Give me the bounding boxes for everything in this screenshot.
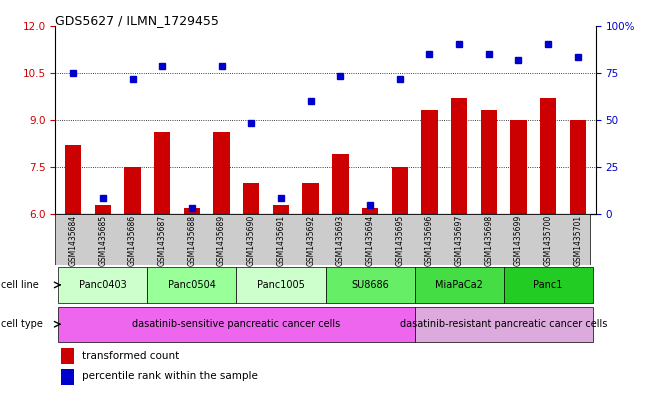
Bar bbox=[243, 183, 260, 214]
Text: GSM1435687: GSM1435687 bbox=[158, 215, 167, 266]
Bar bbox=[214, 132, 230, 214]
Bar bbox=[421, 110, 437, 214]
Text: Panc0403: Panc0403 bbox=[79, 280, 127, 290]
Bar bbox=[540, 98, 557, 214]
Bar bbox=[236, 267, 326, 303]
Text: GSM1435700: GSM1435700 bbox=[544, 215, 553, 266]
Text: GSM1435696: GSM1435696 bbox=[425, 215, 434, 266]
Bar bbox=[451, 98, 467, 214]
Bar bbox=[61, 369, 74, 384]
Text: GSM1435699: GSM1435699 bbox=[514, 215, 523, 266]
Bar bbox=[61, 348, 74, 364]
Text: GSM1435697: GSM1435697 bbox=[454, 215, 464, 266]
Text: GSM1435695: GSM1435695 bbox=[395, 215, 404, 266]
Text: Panc1005: Panc1005 bbox=[257, 280, 305, 290]
Bar bbox=[303, 183, 319, 214]
Bar bbox=[504, 267, 592, 303]
Text: dasatinib-resistant pancreatic cancer cells: dasatinib-resistant pancreatic cancer ce… bbox=[400, 319, 607, 329]
Text: SU8686: SU8686 bbox=[351, 280, 389, 290]
Text: GSM1435692: GSM1435692 bbox=[306, 215, 315, 266]
Text: Panc0504: Panc0504 bbox=[168, 280, 216, 290]
Bar bbox=[273, 205, 289, 214]
Text: GSM1435701: GSM1435701 bbox=[574, 215, 583, 266]
Text: GSM1435690: GSM1435690 bbox=[247, 215, 256, 266]
Text: GSM1435694: GSM1435694 bbox=[365, 215, 374, 266]
Text: MiaPaCa2: MiaPaCa2 bbox=[435, 280, 483, 290]
Text: transformed count: transformed count bbox=[82, 351, 180, 361]
Bar bbox=[326, 267, 415, 303]
Bar bbox=[391, 167, 408, 214]
Text: GDS5627 / ILMN_1729455: GDS5627 / ILMN_1729455 bbox=[55, 14, 219, 27]
Bar bbox=[124, 167, 141, 214]
Text: GSM1435693: GSM1435693 bbox=[336, 215, 345, 266]
Text: percentile rank within the sample: percentile rank within the sample bbox=[82, 371, 258, 382]
Bar bbox=[510, 120, 527, 214]
Text: GSM1435698: GSM1435698 bbox=[484, 215, 493, 266]
Bar bbox=[184, 208, 200, 214]
Text: GSM1435686: GSM1435686 bbox=[128, 215, 137, 266]
Bar bbox=[415, 267, 504, 303]
Bar bbox=[332, 154, 348, 214]
Text: GSM1435688: GSM1435688 bbox=[187, 215, 197, 266]
Text: Panc1: Panc1 bbox=[533, 280, 563, 290]
Bar bbox=[415, 307, 592, 342]
Text: cell type: cell type bbox=[1, 319, 43, 329]
Text: GSM1435684: GSM1435684 bbox=[68, 215, 77, 266]
Bar bbox=[362, 208, 378, 214]
Text: GSM1435685: GSM1435685 bbox=[98, 215, 107, 266]
Bar bbox=[94, 205, 111, 214]
Bar bbox=[59, 307, 415, 342]
Bar bbox=[59, 267, 147, 303]
Text: GSM1435691: GSM1435691 bbox=[277, 215, 286, 266]
Bar bbox=[570, 120, 586, 214]
Text: GSM1435689: GSM1435689 bbox=[217, 215, 226, 266]
Bar bbox=[480, 110, 497, 214]
Bar bbox=[147, 267, 236, 303]
Bar bbox=[154, 132, 171, 214]
Text: dasatinib-sensitive pancreatic cancer cells: dasatinib-sensitive pancreatic cancer ce… bbox=[132, 319, 340, 329]
Bar bbox=[65, 145, 81, 214]
Text: cell line: cell line bbox=[1, 280, 39, 290]
